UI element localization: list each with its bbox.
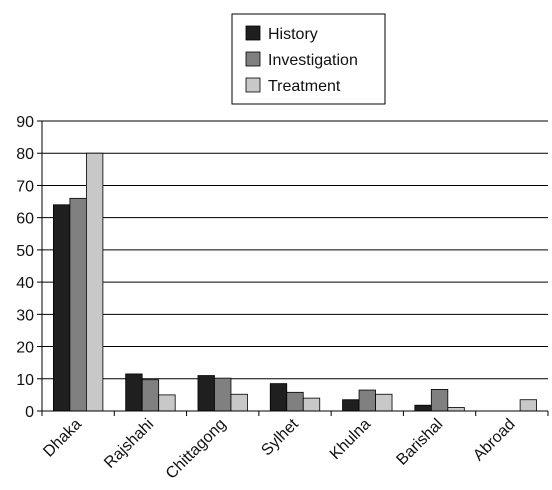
bar-barishal-treatment — [447, 407, 465, 412]
x-tick-labels: Dhaka Rajshahi Chittagong Sylhet Khulna Baris… — [40, 415, 518, 482]
bar-khulna-treatment — [375, 393, 393, 412]
y-tick-label-30: 30 — [16, 307, 34, 324]
y-tick-label-10: 10 — [16, 372, 34, 389]
x-tick-label-dhaka: Dhaka — [40, 416, 85, 461]
legend-swatch-treatment — [245, 77, 261, 93]
bar-rajshahi-investigation — [141, 379, 160, 412]
legend: History Investigation Treatment — [231, 13, 386, 105]
legend-label-treatment: Treatment — [268, 78, 341, 95]
bar-rajshahi-treatment — [158, 394, 176, 412]
legend-swatch-history — [245, 25, 261, 41]
legend-label-history: History — [268, 26, 318, 43]
legend-entry-investigation: Investigation — [245, 51, 358, 69]
legend-label-investigation: Investigation — [268, 52, 358, 69]
bar-rajshahi-history — [125, 373, 143, 412]
legend-entry-history: History — [245, 25, 318, 43]
y-tick-label-60: 60 — [16, 211, 34, 228]
axes — [41, 121, 549, 416]
x-tick-label-chittagong: Chittagong — [163, 416, 230, 483]
bar-barishal-history — [414, 404, 432, 412]
x-tick-label-rajshahi: Rajshahi — [101, 416, 157, 472]
y-tick-label-40: 40 — [16, 275, 34, 292]
grid-lines — [42, 120, 548, 380]
bar-sylhet-history — [269, 383, 288, 412]
x-tick-label-barishal: Barishal — [393, 416, 446, 469]
y-tick-labels: 0 10 20 30 40 50 60 70 80 90 — [16, 114, 42, 421]
bar-chittagong-investigation — [214, 377, 232, 412]
bar-abroad-treatment — [519, 399, 538, 412]
bar-khulna-investigation — [358, 389, 376, 412]
bar-dhaka-history — [52, 204, 71, 412]
bar-sylhet-treatment — [302, 397, 321, 412]
y-tick-label-70: 70 — [16, 178, 34, 195]
y-tick-label-50: 50 — [16, 243, 34, 260]
y-tick-label-0: 0 — [25, 404, 34, 421]
bar-chittagong-treatment — [230, 393, 248, 412]
bar-dhaka-investigation — [69, 197, 87, 412]
bars — [52, 152, 538, 412]
bar-barishal-investigation — [430, 389, 449, 412]
y-tick-label-80: 80 — [16, 146, 34, 163]
x-tick-label-khulna: Khulna — [327, 416, 374, 463]
y-tick-label-20: 20 — [16, 340, 34, 357]
y-tick-label-90: 90 — [16, 114, 34, 131]
x-tick-label-sylhet: Sylhet — [258, 415, 302, 459]
bar-chittagong-history — [197, 375, 215, 412]
bar-khulna-history — [342, 399, 360, 412]
bar-sylhet-investigation — [286, 391, 304, 412]
legend-swatch-investigation — [245, 51, 261, 67]
x-tick-label-abroad: Abroad — [470, 416, 519, 465]
legend-entry-treatment: Treatment — [245, 77, 341, 95]
bar-dhaka-treatment — [85, 152, 104, 412]
